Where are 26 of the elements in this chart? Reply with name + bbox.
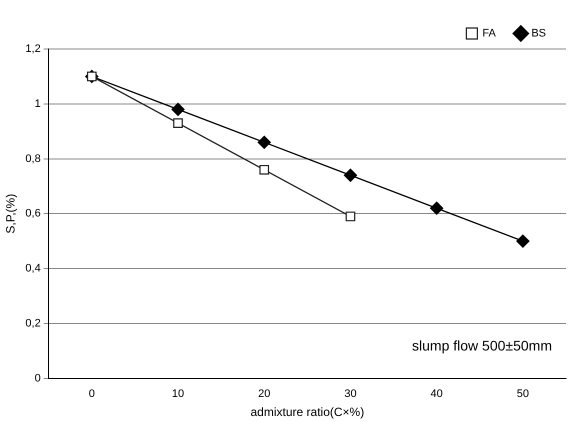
- x-tick-label: 50: [516, 388, 530, 400]
- point: [516, 234, 530, 248]
- y-tick-label: 0,8: [25, 152, 41, 165]
- point: [259, 164, 270, 175]
- y-tick-label: 0,4: [25, 262, 41, 275]
- point: [346, 212, 356, 222]
- y-tick-label: 0,2: [25, 318, 41, 330]
- point: [258, 136, 271, 149]
- legend-label: FA: [482, 28, 496, 40]
- x-tick-label: 20: [258, 388, 270, 400]
- x-axis-title: admixture ratio(C×%): [250, 405, 364, 420]
- point: [344, 168, 358, 182]
- annotation: slump flow 500±50mm: [412, 337, 552, 354]
- y-axis-title: S,P,(%): [4, 194, 18, 234]
- x-tick-label: 30: [344, 388, 357, 400]
- x-tick-label: 0: [88, 388, 95, 400]
- point: [430, 202, 444, 215]
- y-tick-label: 1,2: [25, 43, 41, 56]
- x-tick-label: 40: [430, 388, 443, 400]
- point: [171, 102, 185, 116]
- x-tick-label: 10: [172, 388, 184, 400]
- y-tick-label: 0: [34, 372, 41, 384]
- point: [173, 118, 183, 128]
- legend-label: BS: [531, 28, 546, 40]
- y-tick-label: 1: [34, 98, 41, 110]
- y-tick-label: 0,6: [25, 208, 41, 220]
